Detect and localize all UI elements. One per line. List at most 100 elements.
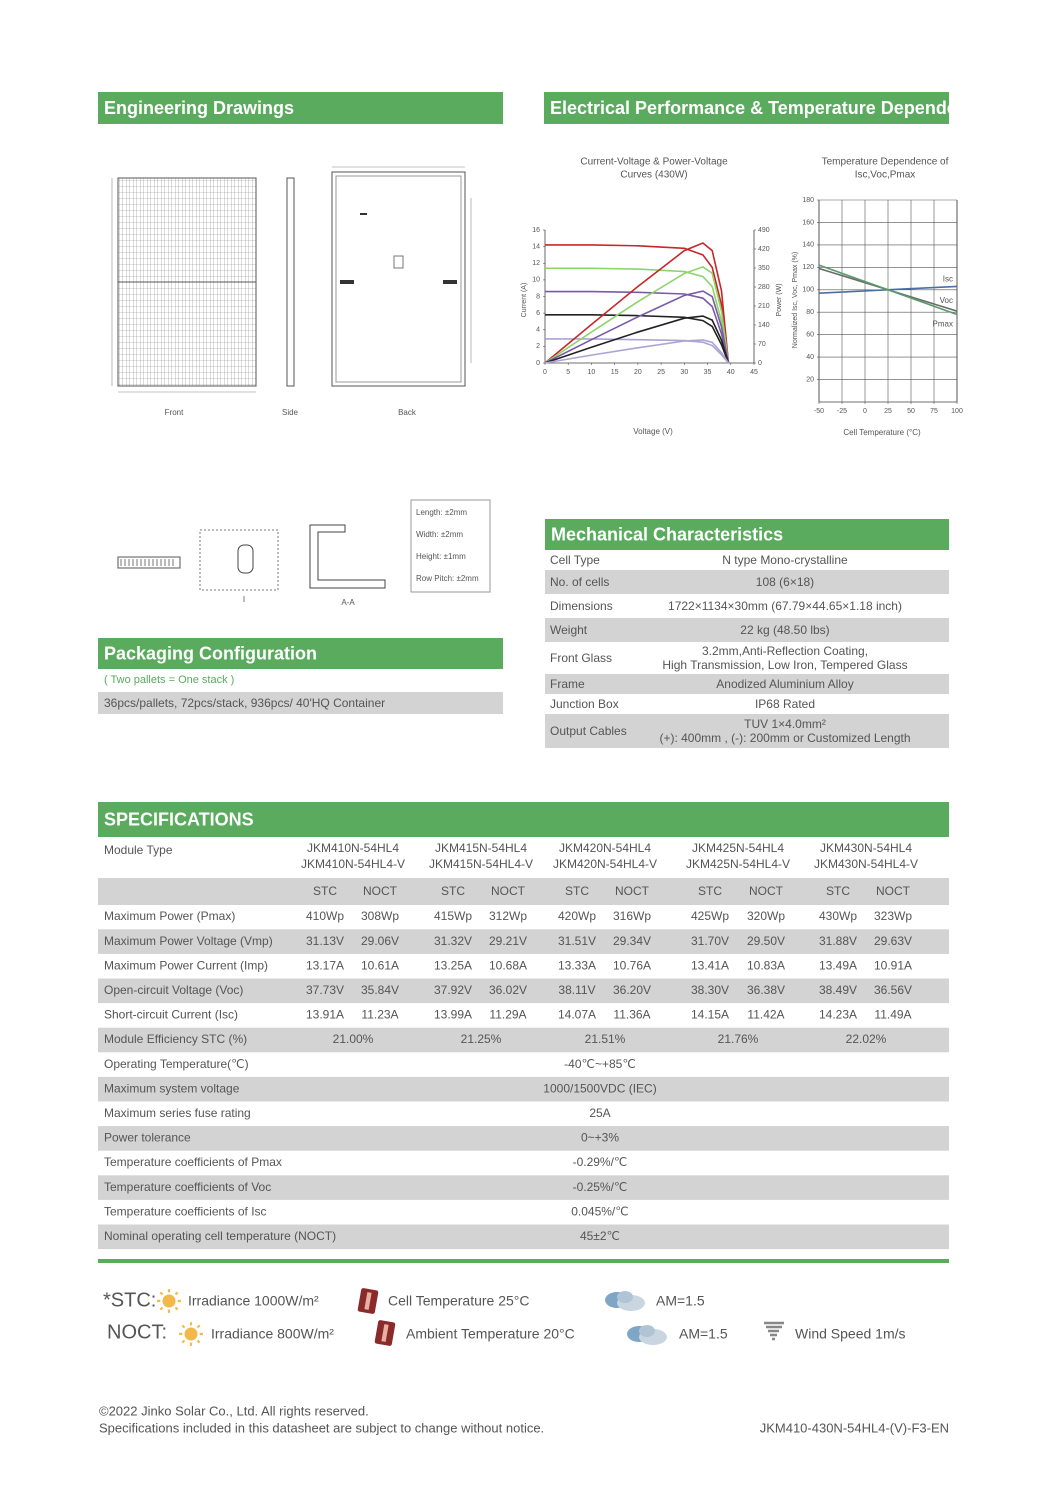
- x-axis-label: Voltage (V): [633, 427, 673, 436]
- x-tick-label: 0: [543, 369, 547, 376]
- row-value: 29.06V: [361, 934, 399, 948]
- row-value: 21.25%: [461, 1032, 502, 1046]
- row-value: 22.02%: [846, 1032, 887, 1046]
- document-code: JKM410-430N-54HL4-(V)-F3-EN: [760, 1420, 949, 1435]
- chart-title: Isc,Voc,Pmax: [855, 170, 916, 181]
- row-value: 11.36A: [613, 1008, 650, 1022]
- row-value: 13.41A: [691, 958, 729, 972]
- data-line: [545, 313, 730, 364]
- row-value: 425Wp: [691, 909, 729, 923]
- axis-frame: [818, 200, 958, 403]
- y-tick-label: 14: [532, 243, 540, 250]
- row-value: 13.99A: [434, 1008, 472, 1022]
- row-label: Maximum Power (Pmax): [104, 909, 235, 923]
- footer-text: ©2022 Jinko Solar Co., Ltd. All rights r…: [99, 1403, 369, 1418]
- y-tick-label: 0: [536, 360, 540, 367]
- row-label: Weight: [550, 623, 588, 637]
- row-value: 320Wp: [747, 909, 785, 923]
- y-tick-label: 60: [806, 332, 814, 339]
- y-axis-label: Current (A): [521, 283, 528, 318]
- row-value: Anodized Aluminium Alloy: [716, 677, 853, 691]
- tolerance-text: Length: ±2mm: [416, 508, 467, 517]
- condition-label: NOCT:: [107, 1321, 167, 1343]
- row-value: 25A: [589, 1106, 610, 1120]
- row-label: Temperature coefficients of Isc: [104, 1204, 267, 1218]
- row-value: 29.63V: [874, 934, 912, 948]
- row-label: Maximum Power Current (Imp): [104, 958, 268, 972]
- row-value: 29.50V: [747, 934, 785, 948]
- row-background: [98, 1224, 949, 1250]
- axis-frame: [544, 230, 755, 364]
- x-tick-label: 50: [907, 408, 915, 415]
- row-value: 36.20V: [613, 983, 651, 997]
- y2-tick-label: 350: [758, 265, 770, 272]
- tolerance-text: Row Pitch: ±2mm: [416, 574, 479, 583]
- section-title: Mechanical Characteristics: [551, 524, 783, 544]
- sun-icon: [178, 1321, 204, 1347]
- condition-label: *STC:: [103, 1289, 156, 1311]
- condition-header: NOCT: [615, 884, 650, 898]
- section-header-bar: [544, 92, 949, 124]
- x-tick-label: 0: [863, 408, 867, 415]
- condition-header: STC: [565, 884, 589, 898]
- row-label: Module Type: [104, 843, 173, 857]
- module-type: JKM420N-54HL4-V: [553, 857, 657, 871]
- y-tick-label: 180: [802, 197, 814, 204]
- row-value: 1000/1500VDC (IEC): [543, 1081, 656, 1095]
- row-value: 13.91A: [306, 1008, 344, 1022]
- section-label: I: [243, 595, 245, 604]
- y2-tick-label: 490: [758, 227, 770, 234]
- row-background: [98, 1175, 949, 1200]
- row-value: 29.34V: [613, 934, 651, 948]
- view-label: Front: [165, 408, 184, 417]
- row-value: 10.83A: [747, 958, 785, 972]
- row-label: Dimensions: [550, 599, 613, 613]
- row-value: 3.2mm,Anti-Reflection Coating,: [702, 644, 868, 658]
- x-tick-label: 100: [951, 408, 963, 415]
- row-value: 1722×1134×30mm (67.79×44.65×1.18 inch): [668, 599, 902, 613]
- frame-section-drawings: [117, 499, 491, 593]
- row-label: Junction Box: [550, 697, 619, 711]
- y-tick-label: 8: [536, 293, 540, 300]
- row-label: Maximum system voltage: [104, 1081, 240, 1095]
- x-axis-label: Cell Temperature (°C): [843, 428, 921, 437]
- y-tick-label: 10: [532, 277, 540, 284]
- data-line: [545, 244, 730, 364]
- row-label: Maximum Power Voltage (Vmp): [104, 934, 273, 948]
- row-value: 14.07A: [558, 1008, 596, 1022]
- condition-header: NOCT: [491, 884, 526, 898]
- series-label: Voc: [940, 296, 953, 305]
- row-background: [98, 978, 949, 1004]
- x-tick-label: 5: [566, 369, 570, 376]
- x-tick-label: 25: [884, 408, 892, 415]
- y2-axis-label: Power (W): [776, 283, 783, 316]
- y2-tick-label: 210: [758, 303, 770, 310]
- chart-title: Current-Voltage & Power-Voltage: [580, 157, 728, 168]
- row-value: 11.42A: [747, 1008, 784, 1022]
- data-line: [544, 242, 730, 364]
- thermometer-icon: [357, 1288, 379, 1314]
- section-title: SPECIFICATIONS: [104, 809, 254, 829]
- y-tick-label: 2: [536, 343, 540, 350]
- row-label: Short-circuit Current (Isc): [104, 1008, 238, 1022]
- row-background: [98, 692, 503, 714]
- row-value: 21.76%: [718, 1032, 759, 1046]
- row-value: 308Wp: [361, 909, 399, 923]
- condition-item: Wind Speed 1m/s: [795, 1326, 906, 1342]
- row-value: High Transmission, Low Iron, Tempered Gl…: [662, 658, 907, 672]
- row-label: Output Cables: [550, 724, 627, 738]
- row-value: -40℃~+85℃: [564, 1057, 636, 1071]
- x-tick-label: 30: [680, 369, 688, 376]
- y-tick-label: 100: [802, 287, 814, 294]
- row-value: 108 (6×18): [756, 575, 814, 589]
- module-type: JKM410N-54HL4: [307, 841, 399, 855]
- row-label: Temperature coefficients of Voc: [104, 1180, 271, 1194]
- row-value: 10.68A: [489, 958, 527, 972]
- y2-tick-label: 140: [758, 322, 770, 329]
- table-rule: [98, 1259, 949, 1263]
- row-value: 13.25A: [434, 958, 472, 972]
- condition-header: NOCT: [749, 884, 784, 898]
- module-type: JKM425N-54HL4-V: [686, 857, 790, 871]
- row-label: Module Efficiency STC (%): [104, 1032, 247, 1046]
